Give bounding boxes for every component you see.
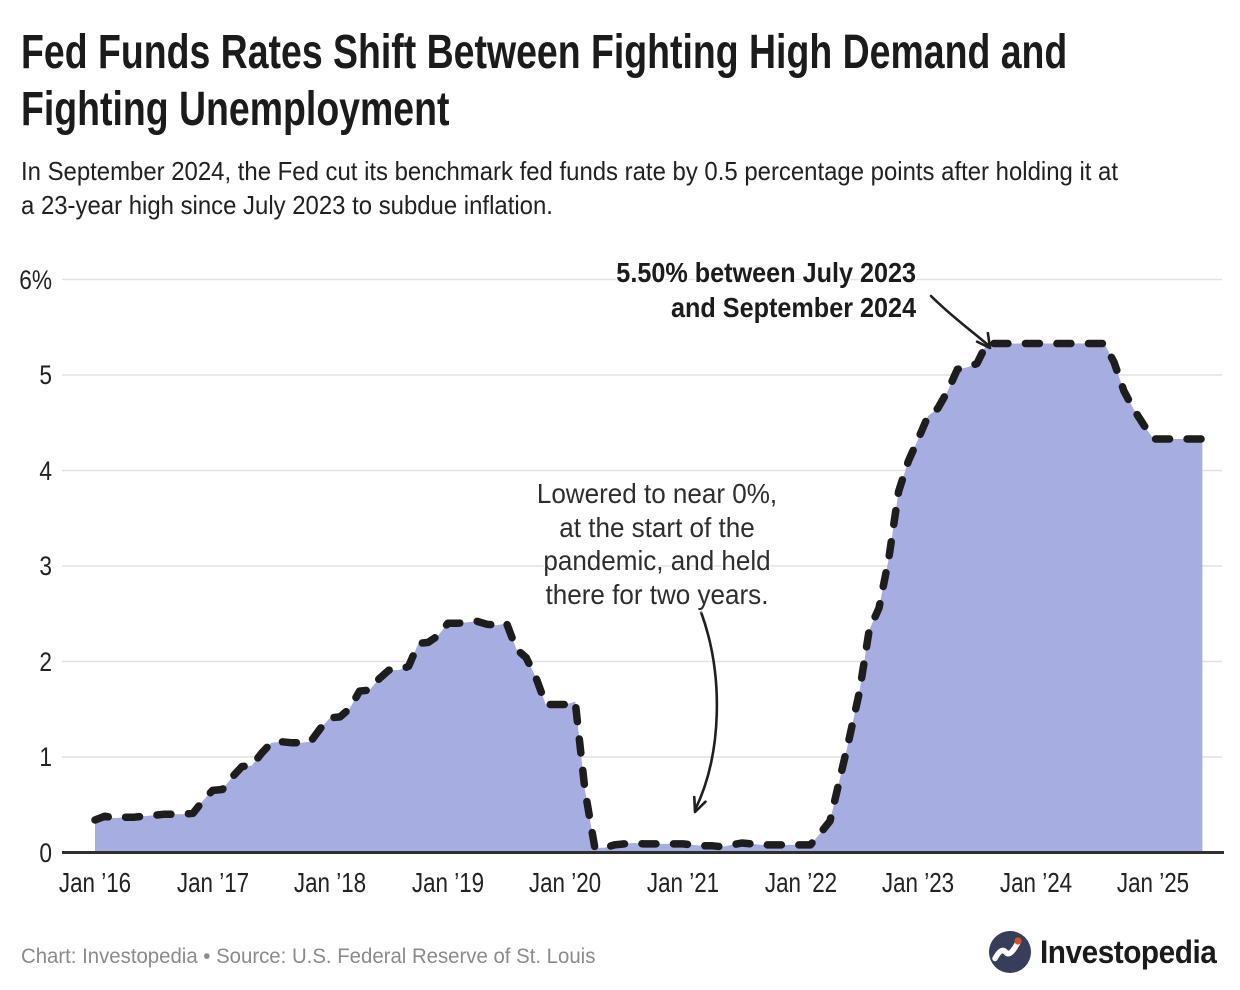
page-title: Fed Funds Rates Shift Between Fighting H… bbox=[21, 24, 1067, 138]
area-fill bbox=[95, 343, 1203, 853]
y-tick-label: 3 bbox=[39, 551, 52, 581]
page-subtitle-line-1: In September 2024, the Fed cut its bench… bbox=[21, 156, 1119, 186]
x-tick-label: Jan ’21 bbox=[646, 867, 720, 898]
peak-annotation-line-1: 5.50% between July 2023 bbox=[616, 257, 916, 288]
y-tick-label: 5 bbox=[39, 360, 52, 390]
y-tick-label: 2 bbox=[39, 647, 52, 677]
page-subtitle-line-2: a 23-year high since July 2023 to subdue… bbox=[21, 190, 553, 220]
annotation-arrows bbox=[693, 294, 992, 814]
peak-annotation-arrowhead bbox=[975, 331, 992, 350]
zero-annotation-arrow bbox=[693, 610, 719, 812]
y-tick-label: 1 bbox=[39, 742, 52, 772]
y-tick-label: 4 bbox=[39, 456, 52, 486]
chart-credit: Chart: Investopedia • Source: U.S. Feder… bbox=[21, 945, 596, 968]
page-title-line-2: Fighting Unemployment bbox=[21, 83, 450, 136]
investopedia-logo-mark bbox=[989, 931, 1031, 973]
page-title-line-1: Fed Funds Rates Shift Between Fighting H… bbox=[21, 26, 1068, 79]
x-tick-label: Jan ’18 bbox=[293, 867, 367, 898]
x-tick-label: Jan ’22 bbox=[764, 867, 838, 898]
peak-annotation-arrow bbox=[929, 294, 990, 347]
x-tick-label: Jan ’25 bbox=[1116, 867, 1190, 898]
zero-annotation-line-1: Lowered to near 0%, bbox=[536, 478, 778, 509]
investopedia-logo: Investopedia bbox=[988, 929, 1238, 977]
zero-annotation-arrowhead bbox=[693, 795, 707, 814]
x-tick-label: Jan ’20 bbox=[528, 867, 602, 898]
page-subtitle: In September 2024, the Fed cut its bench… bbox=[21, 154, 1118, 222]
x-tick-label: Jan ’17 bbox=[176, 867, 250, 898]
x-tick-label: Jan ’16 bbox=[58, 867, 132, 898]
zero-annotation-line-2: at the start of the bbox=[559, 511, 755, 543]
logo-dot bbox=[1014, 937, 1022, 945]
zero-annotation-line-3: pandemic, and held bbox=[543, 545, 771, 576]
y-tick-label: 0 bbox=[39, 838, 52, 868]
peak-annotation: 5.50% between July 2023 and September 20… bbox=[616, 255, 916, 325]
x-tick-label: Jan ’19 bbox=[411, 867, 485, 898]
x-tick-label: Jan ’23 bbox=[881, 867, 955, 898]
y-tick-label: 6% bbox=[19, 265, 52, 295]
zero-annotation-line-4: there for two years. bbox=[545, 578, 769, 610]
x-tick-label: Jan ’24 bbox=[999, 867, 1073, 898]
peak-annotation-line-2: and September 2024 bbox=[670, 292, 916, 323]
rate-dashed-line bbox=[91, 339, 1207, 852]
investopedia-logo-text: Investopedia bbox=[1040, 934, 1217, 970]
